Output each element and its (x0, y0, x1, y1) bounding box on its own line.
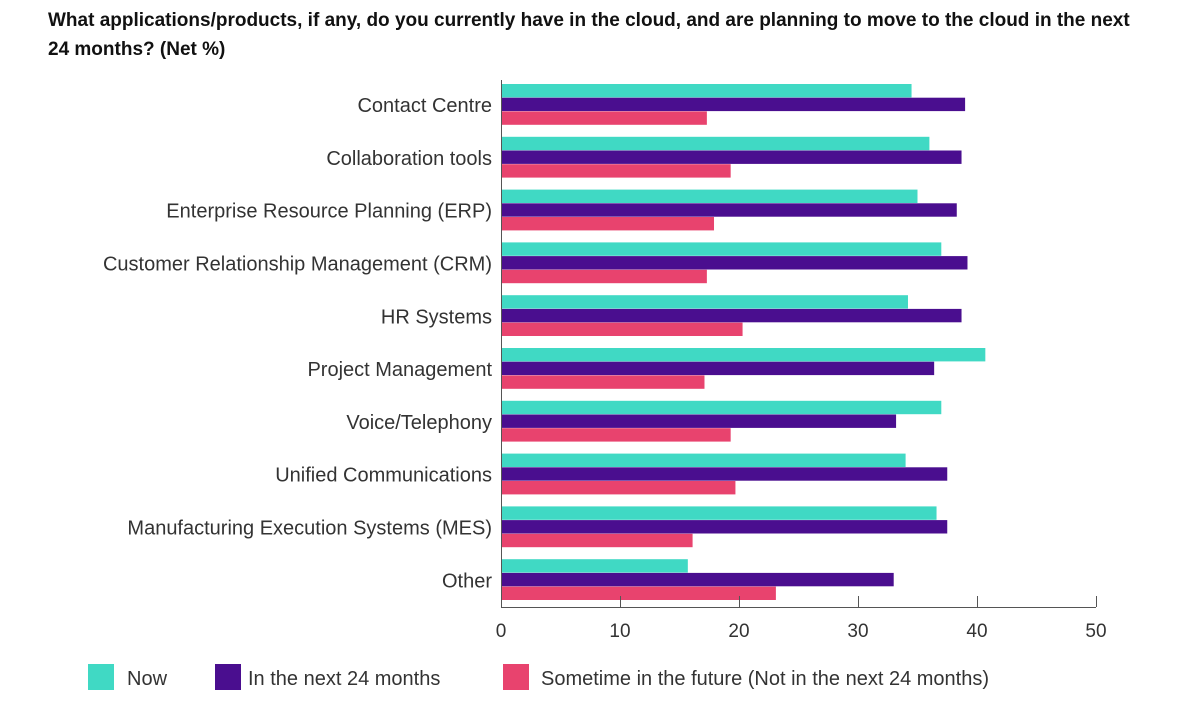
x-tick-label: 10 (609, 621, 630, 642)
bar-1-2 (501, 203, 957, 217)
bar-0-2 (501, 189, 918, 203)
category-label: Unified Communications (275, 465, 492, 487)
bar-1-6 (501, 414, 897, 428)
bar-0-8 (501, 506, 937, 520)
bar-0-1 (501, 136, 930, 151)
bar-2-0 (501, 111, 707, 125)
bar-0-3 (501, 242, 942, 256)
bar-2-2 (501, 217, 715, 231)
chart-title: What applications/products, if any, do y… (48, 10, 1130, 60)
bar-1-0 (501, 97, 966, 112)
bar-0-5 (501, 348, 986, 362)
category-label: Project Management (307, 359, 492, 381)
legend-label-2: Sometime in the future (Not in the next … (541, 668, 989, 690)
bar-2-7 (501, 481, 736, 495)
bars-layer (501, 84, 986, 600)
category-label: Other (442, 570, 492, 592)
bar-0-0 (501, 84, 912, 98)
bar-2-5 (501, 375, 705, 389)
category-label: Manufacturing Execution Systems (MES) (127, 518, 492, 540)
category-label: Enterprise Resource Planning (ERP) (166, 201, 492, 223)
bar-1-9 (501, 572, 894, 587)
category-label: Contact Centre (357, 95, 492, 117)
legend-label-0: Now (127, 668, 168, 690)
x-tick-label: 50 (1085, 621, 1106, 642)
legend: Now In the next 24 months Sometime in the … (88, 664, 989, 690)
category-labels: Contact Centre Collaboration tools Enterpr… (103, 95, 492, 592)
bar-2-6 (501, 428, 731, 442)
bar-2-3 (501, 269, 707, 284)
bar-2-9 (501, 586, 776, 600)
legend-label-1: In the next 24 months (248, 668, 440, 690)
bar-0-4 (501, 295, 908, 309)
category-label: Voice/Telephony (346, 412, 492, 434)
bar-1-1 (501, 150, 962, 164)
x-tick-label: 30 (847, 621, 868, 642)
bar-1-5 (501, 361, 935, 376)
bar-1-3 (501, 256, 968, 270)
legend-swatch-0 (88, 664, 114, 690)
bar-2-8 (501, 533, 693, 548)
bar-2-1 (501, 164, 731, 178)
bar-2-4 (501, 322, 743, 336)
bar-0-6 (501, 400, 942, 415)
x-tick-label: 0 (496, 621, 507, 642)
category-label: HR Systems (381, 306, 492, 328)
bar-1-7 (501, 467, 948, 481)
axes: 0 10 20 30 40 50 (496, 80, 1107, 642)
legend-swatch-2 (503, 664, 529, 690)
bar-0-9 (501, 559, 688, 573)
legend-swatch-1 (215, 664, 241, 690)
x-tick-label: 20 (728, 621, 749, 642)
bar-0-7 (501, 453, 906, 467)
bar-1-8 (501, 520, 948, 534)
bar-1-4 (501, 308, 962, 323)
category-label: Customer Relationship Management (CRM) (103, 254, 492, 276)
category-label: Collaboration tools (326, 148, 492, 170)
x-tick-label: 40 (966, 621, 987, 642)
